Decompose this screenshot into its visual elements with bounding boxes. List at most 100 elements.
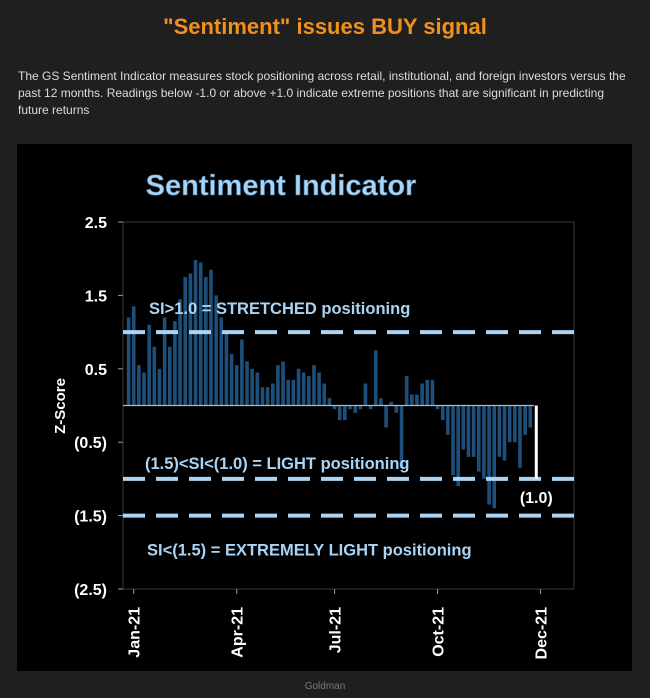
data-bar [209, 269, 213, 406]
data-bar [265, 387, 270, 406]
data-bar [389, 401, 394, 406]
data-bar [327, 398, 332, 406]
y-tick-label: 2.5 [85, 215, 107, 232]
source-credit: Goldman [304, 681, 346, 692]
chart-svg: Sentiment Indicator Z-Score 2.5 1.5 0.5 (0.… [52, 170, 575, 660]
data-bar [188, 273, 193, 406]
threshold-label: (1.5)<SI<(1.0) = LIGHT positioning [145, 455, 410, 473]
data-bar [307, 376, 311, 406]
data-bar [446, 405, 450, 435]
description-text: The GS Sentiment Indicator measures stoc… [18, 69, 626, 117]
x-tick-label: Jul-21 [328, 607, 345, 653]
data-bar [204, 277, 208, 406]
data-bar [471, 405, 476, 457]
data-bar [312, 365, 316, 406]
data-bar [523, 405, 527, 435]
y-tick-label: (2.5) [74, 582, 107, 599]
data-bar [487, 405, 491, 505]
data-bar [317, 372, 321, 406]
plot-area: 2.5 1.5 0.5 (0.5) (1.5) (2.5) SI>1.0 = STRETCH… [74, 215, 575, 660]
data-bar [178, 299, 182, 406]
sentiment-chart: Sentiment Indicator Z-Score 2.5 1.5 0.5 (0.… [17, 144, 632, 671]
data-bar [131, 306, 136, 406]
data-bar [373, 350, 378, 406]
data-bar [368, 405, 373, 410]
data-bar [384, 405, 388, 428]
threshold-label: SI<(1.5) = EXTREMELY LIGHT positioning [147, 542, 472, 560]
data-bar [440, 405, 445, 421]
data-bar [425, 379, 430, 406]
data-bar [348, 405, 352, 410]
x-tick-label: Dec-21 [534, 607, 551, 660]
data-bar [183, 277, 188, 406]
data-bar [224, 332, 229, 406]
data-bar [456, 405, 460, 487]
data-bar [142, 372, 146, 406]
data-bar [415, 394, 419, 406]
data-bar [528, 405, 533, 428]
data-bar [430, 379, 435, 406]
data-bar [250, 368, 254, 406]
x-tick-label: Oct-21 [431, 607, 448, 657]
data-bar [461, 405, 466, 450]
data-bar [301, 372, 306, 406]
data-bar [276, 365, 280, 406]
data-bar [281, 361, 285, 406]
x-tick-label: Apr-21 [230, 607, 247, 658]
data-bar [410, 394, 414, 406]
x-tick-label: Jan-21 [127, 607, 144, 658]
data-bar [214, 295, 218, 406]
threshold-label: SI>1.0 = STRETCHED positioning [149, 300, 410, 318]
data-bar [363, 383, 368, 406]
data-bar [476, 405, 481, 472]
data-bar [255, 372, 260, 406]
data-bar [234, 365, 239, 406]
page-headline: "Sentiment" issues BUY signal [163, 14, 487, 39]
data-bar [240, 339, 244, 406]
y-tick-label: 1.5 [85, 288, 107, 305]
y-tick-label: (1.5) [74, 509, 107, 526]
y-tick-label: 0.5 [85, 362, 107, 379]
data-bar [343, 405, 347, 421]
data-bar [137, 365, 141, 406]
data-bar [502, 405, 507, 461]
data-bar [507, 405, 512, 443]
data-bar [291, 379, 296, 406]
data-bar [147, 324, 151, 406]
data-bar [167, 346, 172, 406]
last-value-label: (1.0) [520, 490, 553, 507]
data-bar [219, 317, 224, 406]
data-bar [399, 405, 404, 468]
data-bar [492, 405, 497, 509]
data-bar [435, 405, 440, 410]
y-axis-label: Z-Score [52, 378, 69, 434]
data-bar [245, 361, 249, 406]
data-bar [157, 368, 162, 406]
y-tick-label: (0.5) [74, 435, 107, 452]
data-bar [420, 383, 424, 406]
data-bar [286, 379, 291, 406]
data-bar [260, 387, 265, 406]
data-bar [513, 405, 517, 443]
data-bar [518, 405, 522, 468]
data-bar [482, 405, 486, 479]
data-bar [173, 321, 177, 406]
data-bar [322, 383, 327, 406]
data-bar [404, 376, 409, 406]
data-bar [379, 398, 383, 406]
data-bar [332, 405, 337, 410]
chart-title: Sentiment Indicator [146, 170, 417, 202]
data-bar [229, 354, 234, 406]
data-bar [162, 317, 167, 406]
data-bar [126, 317, 131, 406]
data-bar [466, 405, 471, 457]
data-bar [451, 405, 455, 476]
data-bar [497, 405, 502, 457]
data-bar [152, 346, 157, 406]
data-bar [296, 368, 301, 406]
data-bar [353, 405, 357, 413]
data-bar [358, 405, 363, 410]
data-bar [394, 405, 399, 413]
data-bar [337, 405, 342, 421]
data-bar [270, 383, 275, 406]
